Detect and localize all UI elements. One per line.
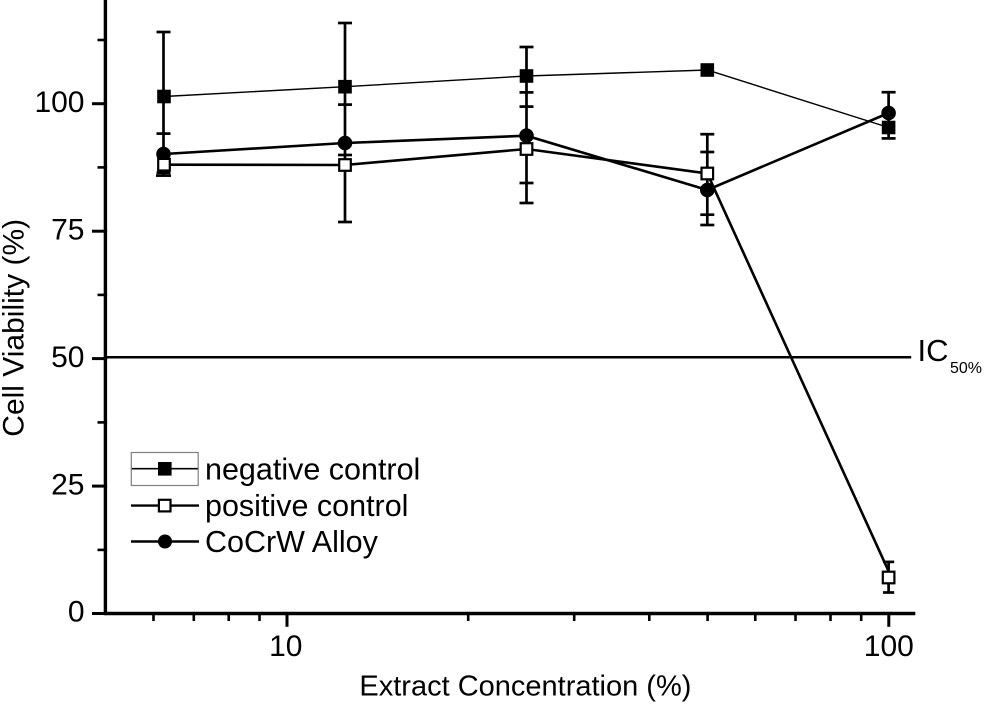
svg-text:positive control: positive control [205,489,408,523]
svg-text:100: 100 [864,630,914,663]
svg-text:75: 75 [51,213,84,246]
svg-text:0: 0 [68,595,85,628]
svg-text:negative control: negative control [205,452,420,486]
svg-text:Extract Concentration (%): Extract Concentration (%) [359,671,691,703]
svg-text:50%: 50% [950,360,982,377]
svg-text:CoCrW Alloy: CoCrW Alloy [205,525,379,559]
svg-text:100: 100 [34,86,84,119]
svg-text:10: 10 [269,630,302,663]
svg-text:50: 50 [51,341,84,374]
svg-text:IC: IC [918,333,949,368]
svg-text:Cell Viability (%): Cell Viability (%) [0,219,31,437]
svg-text:25: 25 [51,468,84,501]
